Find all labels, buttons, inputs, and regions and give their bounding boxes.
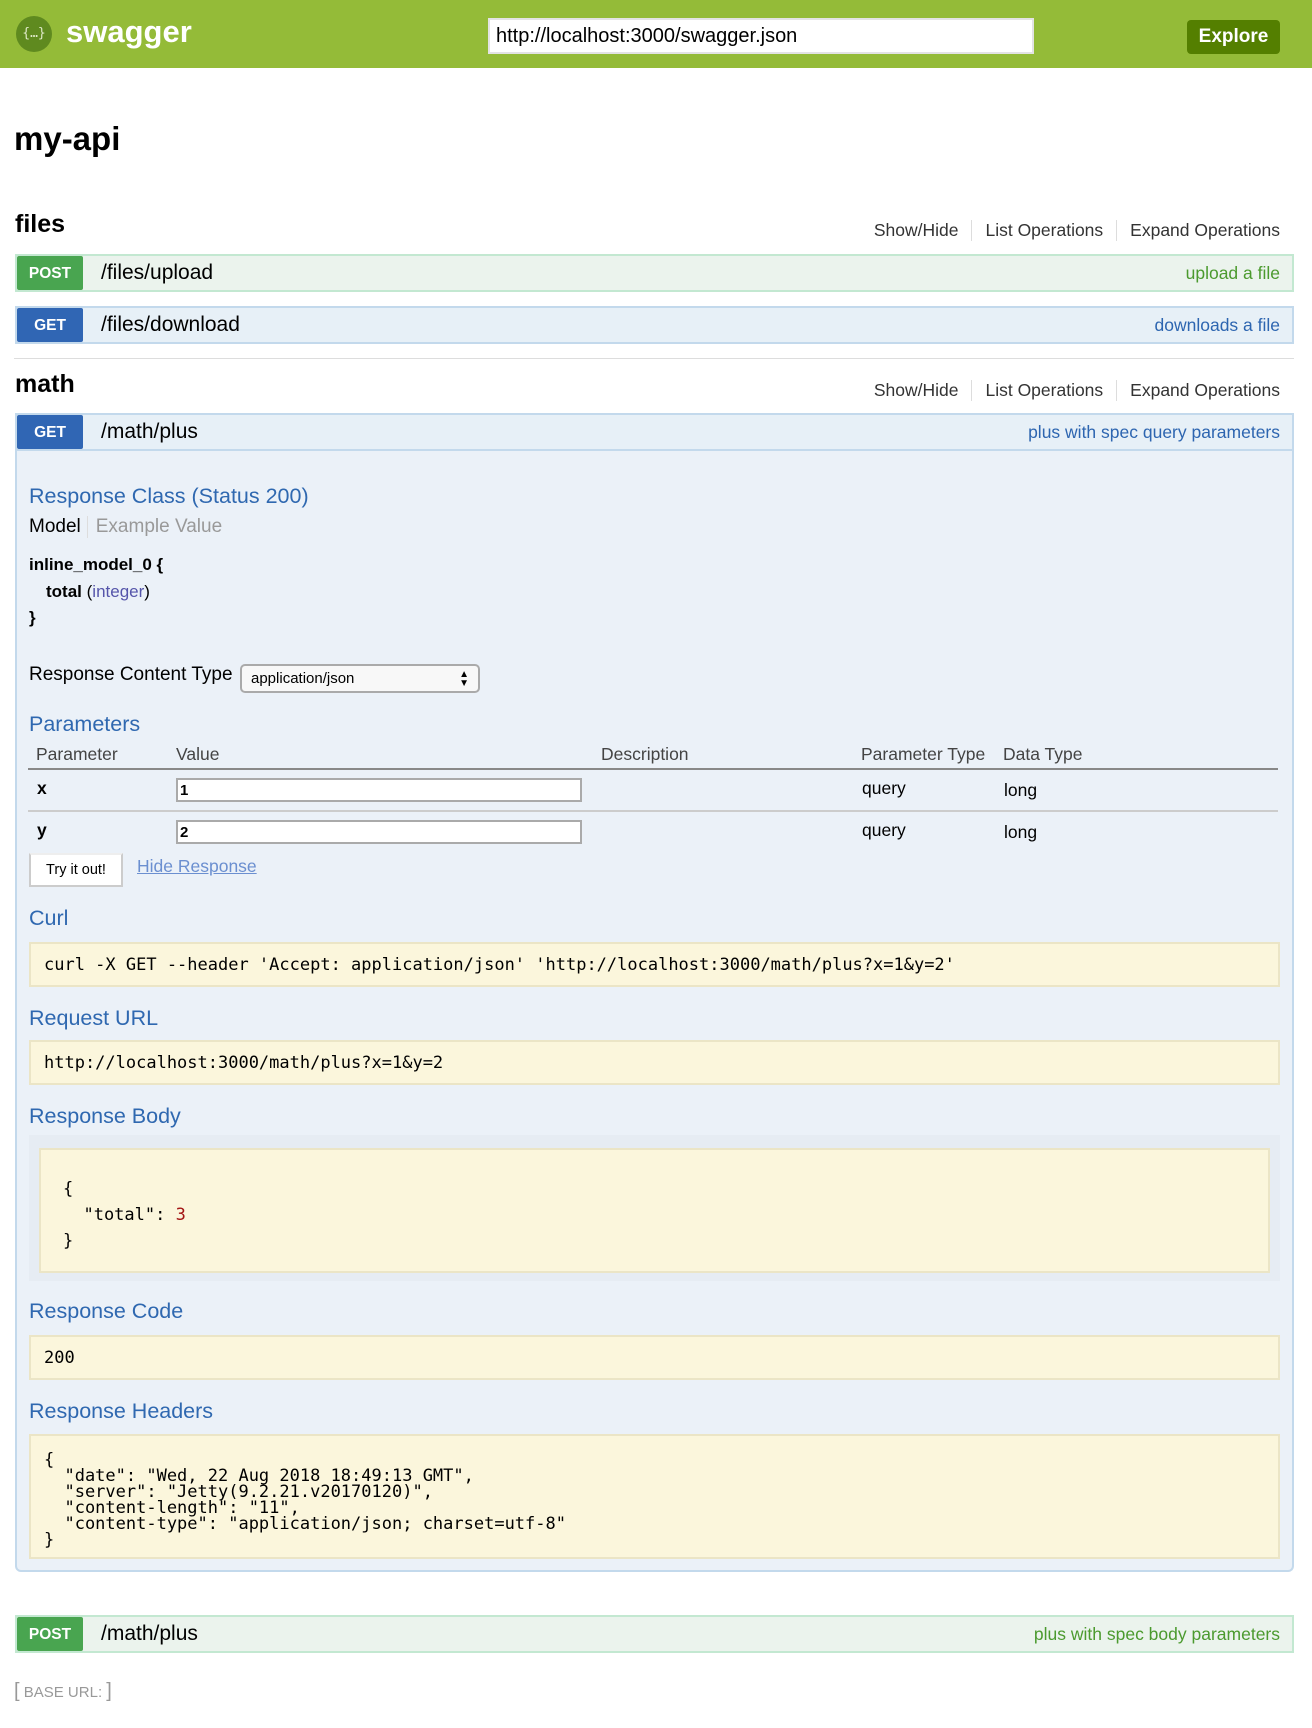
method-badge[interactable]: GET [17,415,83,449]
base-url: [ BASE URL: ] [14,1680,112,1702]
operation-path[interactable]: /math/plus [101,1622,198,1645]
swagger-logo-icon: {…} [16,16,52,52]
field-type-close: ) [144,582,150,601]
param-name-y: y [37,820,47,840]
model-field: total (integer) [46,582,150,602]
select-arrows-icon: ▲ ▼ [459,669,469,689]
field-name: total [46,582,82,601]
content-type-select[interactable]: application/json ▲ ▼ [240,664,480,693]
operation-summary[interactable]: plus with spec query parameters [1028,421,1280,442]
api-title: my-api [14,120,121,157]
show-hide-link[interactable]: Show/Hide [873,380,959,400]
section-divider [14,358,1294,359]
hide-response-link[interactable]: Hide Response [137,856,257,876]
response-headers-heading: Response Headers [29,1399,214,1423]
request-url: http://localhost:3000/math/plus?x=1&y=2 [29,1040,1280,1085]
explore-button[interactable]: Explore [1187,20,1280,54]
col-parameter: Parameter [36,744,118,764]
param-x-data-type: long [1004,780,1038,800]
param-name-x: x [37,778,47,798]
bracket-open: [ [14,1680,20,1702]
base-url-label: BASE URL [23,1684,98,1701]
section-title-files[interactable]: files [15,210,66,238]
operation-post-files-upload[interactable]: POST /files/upload upload a file [15,254,1294,292]
selected-content-type: application/json [251,670,355,687]
method-badge[interactable]: GET [17,308,83,342]
body-key: "total": [63,1205,176,1225]
list-operations-link[interactable]: List Operations [971,220,1116,241]
operation-details-panel [15,450,1294,1572]
body-value: 3 [175,1205,186,1225]
response-body: { "total": 3 } [39,1148,1270,1273]
operation-path[interactable]: /files/download [101,313,240,336]
param-y-type: query [862,820,906,840]
list-operations-link[interactable]: List Operations [971,380,1116,401]
operation-summary[interactable]: plus with spec body parameters [1033,1623,1280,1644]
col-value: Value [176,744,220,764]
operation-summary[interactable]: downloads a file [1154,314,1281,335]
col-data-type: Data Type [1003,744,1083,764]
response-class-heading: Response Class (Status 200) [29,484,309,508]
col-description: Description [601,744,689,764]
spec-url-input[interactable] [488,18,1034,54]
math-section-links: Show/Hide List Operations Expand Operati… [861,380,1280,401]
parameters-heading: Parameters [29,712,141,736]
expand-operations-link[interactable]: Expand Operations [1116,220,1280,241]
try-it-out-button[interactable]: Try it out! [29,853,123,887]
operation-summary[interactable]: upload a file [1185,262,1280,283]
model-name: inline_model_0 { [29,555,164,574]
expand-operations-link[interactable]: Expand Operations [1116,380,1280,401]
table-header-rule [28,768,1278,770]
content-type-label: Response Content Type [29,664,233,685]
bracket-close: ] [106,1680,112,1702]
response-code-heading: Response Code [29,1299,184,1323]
show-hide-link[interactable]: Show/Hide [873,220,959,240]
model-close: } [29,608,36,627]
model-tab[interactable]: Model [29,516,88,538]
operation-post-math-plus[interactable]: POST /math/plus plus with spec body para… [15,1615,1294,1653]
body-open: { [63,1179,74,1199]
request-url-heading: Request URL [29,1006,159,1030]
body-close: } [63,1231,74,1251]
operation-get-files-download[interactable]: GET /files/download downloads a file [15,306,1294,344]
model-tabs: Model Example Value [29,516,222,538]
field-type: integer [92,582,145,601]
operation-path[interactable]: /files/upload [101,261,214,284]
param-y-data-type: long [1004,822,1038,842]
response-body-heading: Response Body [29,1104,181,1128]
field-type-open: ( [86,582,93,601]
row-divider [28,810,1278,812]
operation-path[interactable]: /math/plus [101,420,198,443]
operation-get-math-plus[interactable]: GET /math/plus plus with spec query para… [15,413,1294,451]
response-headers: { "date": "Wed, 22 Aug 2018 18:49:13 GMT… [29,1434,1280,1559]
param-x-input[interactable] [176,778,582,802]
method-badge[interactable]: POST [17,1617,83,1651]
curl-command: curl -X GET --header 'Accept: applicatio… [29,942,1280,987]
param-x-type: query [862,778,906,798]
brand-name[interactable]: swagger [66,14,192,49]
method-badge[interactable]: POST [17,256,83,290]
col-parameter-type: Parameter Type [861,744,986,764]
section-title-math[interactable]: math [15,370,75,398]
example-value-tab[interactable]: Example Value [95,516,223,537]
curl-heading: Curl [29,906,69,930]
response-code: 200 [29,1335,1280,1380]
files-section-links: Show/Hide List Operations Expand Operati… [861,220,1280,241]
top-bar: {…} swagger Explore [0,0,1312,68]
param-y-input[interactable] [176,820,582,844]
